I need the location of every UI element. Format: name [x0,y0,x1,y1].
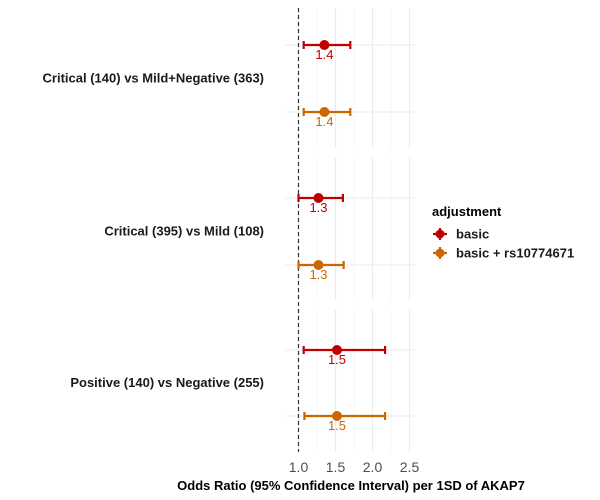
point-estimate [313,193,324,203]
estimate: 1.5 [302,345,387,367]
value-label: 1.3 [309,200,327,215]
point-estimate [319,107,330,117]
value-label: 1.5 [328,418,346,433]
value-label: 1.4 [315,114,333,129]
value-label: 1.3 [309,267,327,282]
marks-layer: 1.4 1.4 1.3 1.3 1.5 1.5 [297,40,387,433]
legend-key-point [435,229,445,239]
estimate: 1.4 [302,107,352,129]
estimate: 1.4 [302,40,352,62]
legend: adjustment basic basic + rs10774671 [432,204,574,261]
estimate: 1.5 [303,411,387,433]
x-axis: 1.0 1.5 2.0 2.5 [289,459,420,475]
panel-2: Critical (395) vs Mild (108) [104,158,416,300]
point-estimate [331,411,342,421]
point-estimate [319,40,330,50]
panel-1: Critical (140) vs Mild+Negative (363) [43,8,416,148]
panel-label: Positive (140) vs Negative (255) [70,375,264,390]
panel-3: Positive (140) vs Negative (255) [70,310,416,452]
legend-item: basic + rs10774671 [433,246,574,261]
x-tick-label: 1.0 [289,459,309,475]
legend-title: adjustment [432,204,502,219]
x-axis-title: Odds Ratio (95% Confidence Interval) per… [177,478,525,493]
legend-entries: basic basic + rs10774671 [433,227,574,261]
estimate: 1.3 [297,193,344,215]
point-estimate [331,345,342,355]
legend-label: basic + rs10774671 [456,246,574,261]
x-tick-label: 2.0 [363,459,383,475]
x-tick-label: 1.5 [326,459,346,475]
value-label: 1.4 [315,47,333,62]
legend-key-point [435,248,445,258]
panel-label: Critical (140) vs Mild+Negative (363) [43,71,264,86]
legend-item: basic [433,227,489,242]
panels-layer: Critical (140) vs Mild+Negative (363) Cri… [43,8,416,452]
legend-label: basic [456,227,489,242]
value-label: 1.5 [328,352,346,367]
estimate: 1.3 [297,260,345,282]
point-estimate [313,260,324,270]
panel-label: Critical (395) vs Mild (108) [104,224,264,239]
x-tick-label: 2.5 [400,459,420,475]
